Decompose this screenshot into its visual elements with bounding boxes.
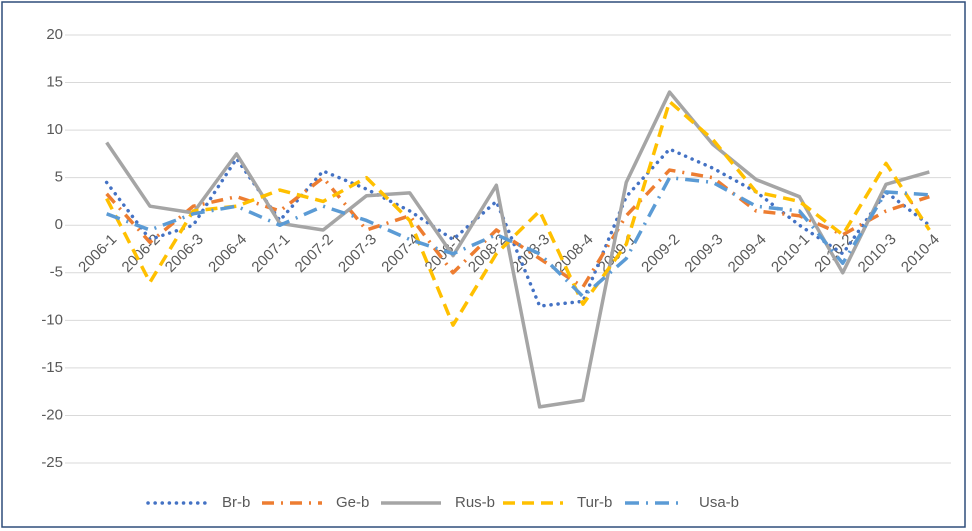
legend-label: Rus-b	[455, 494, 495, 511]
y-tick-label: -25	[41, 454, 63, 471]
legend-label: Usa-b	[699, 494, 739, 511]
legend-label: Tur-b	[577, 494, 612, 511]
y-tick-label: 15	[46, 74, 63, 91]
legend-label: Br-b	[222, 494, 250, 511]
y-tick-label: 20	[46, 26, 63, 43]
y-tick-label: -5	[50, 264, 63, 281]
series-line	[105, 168, 930, 289]
y-tick-label: 0	[55, 216, 63, 233]
y-tick-label: -10	[41, 311, 63, 328]
series-line	[105, 99, 931, 327]
legend-label: Ge-b	[336, 494, 369, 511]
y-tick-label: -15	[41, 359, 63, 376]
series-line	[105, 90, 930, 409]
y-tick-label: 5	[55, 169, 63, 186]
y-tick-label: 10	[46, 121, 63, 138]
y-tick-label: -20	[41, 406, 63, 423]
